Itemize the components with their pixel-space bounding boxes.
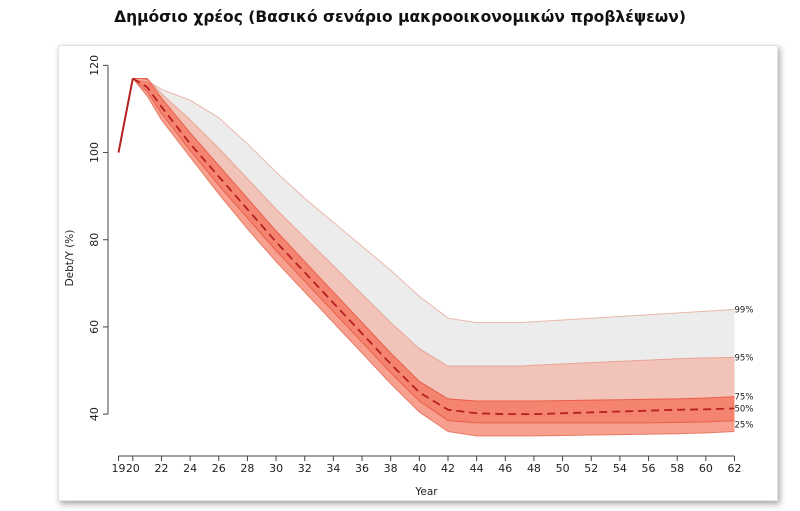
x-tick-label: 48 [527,462,541,475]
x-tick-label: 42 [441,462,455,475]
x-tick-label: 46 [498,462,512,475]
y-tick-label: 100 [88,142,101,163]
x-tick-label: 50 [556,462,570,475]
x-tick-label: 56 [642,462,656,475]
x-tick-label: 60 [699,462,713,475]
band-line-99 [132,77,735,324]
x-tick-label: 62 [728,462,742,475]
band-label-75: 75% [735,393,754,403]
x-tick-label: 58 [670,462,684,475]
x-tick-label: 30 [269,462,283,475]
x-tick-label: 38 [384,462,398,475]
x-tick-label: 52 [584,462,598,475]
x-tick-label: 22 [154,462,168,475]
confidence-bands [132,78,735,436]
band-edge-lines [132,77,735,437]
x-tick-label: 28 [240,462,254,475]
band-label-95: 95% [735,353,754,363]
x-tick-label: 44 [470,462,484,475]
x-axis-label: Year [414,486,438,498]
band-95-75 [132,78,735,402]
x-tick-label: 32 [298,462,312,475]
band-line-75 [132,77,735,402]
y-tick-label: 80 [88,233,101,247]
history-line [117,78,134,153]
x-tick-label: 36 [355,462,369,475]
y-tick-label: 60 [88,320,101,334]
axes: 40 60 80 100 120 19 20 22 24 26 28 30 32 34 36 38 40 42 44… [88,55,742,475]
y-axis-label: Debt/Y (%) [64,230,76,287]
x-tick-label: 34 [326,462,340,475]
chart-title: Δημόσιο χρέος (Βασικό σενάριο μακροοικον… [114,8,686,26]
x-tick-label: 26 [212,462,226,475]
median-layer [117,77,735,416]
x-tick-label: 54 [613,462,627,475]
x-tick-label: 24 [183,462,197,475]
band-99-95 [132,78,735,367]
x-tick-label: 19 [112,462,126,475]
band-line-25 [132,78,735,424]
y-tick-label: 40 [88,407,101,421]
x-tick-label: 20 [126,462,140,475]
band-line-95 [132,77,735,367]
band-label-99: 99% [735,305,754,315]
median-line [132,77,735,416]
y-tick-label: 120 [88,55,101,76]
x-tick-label: 40 [412,462,426,475]
band-label-25: 25% [735,421,754,431]
band-line-5 [132,78,735,437]
band-label-50: 50% [735,404,754,414]
band-labels: 99% 95% 75%50% 25% [735,305,754,430]
